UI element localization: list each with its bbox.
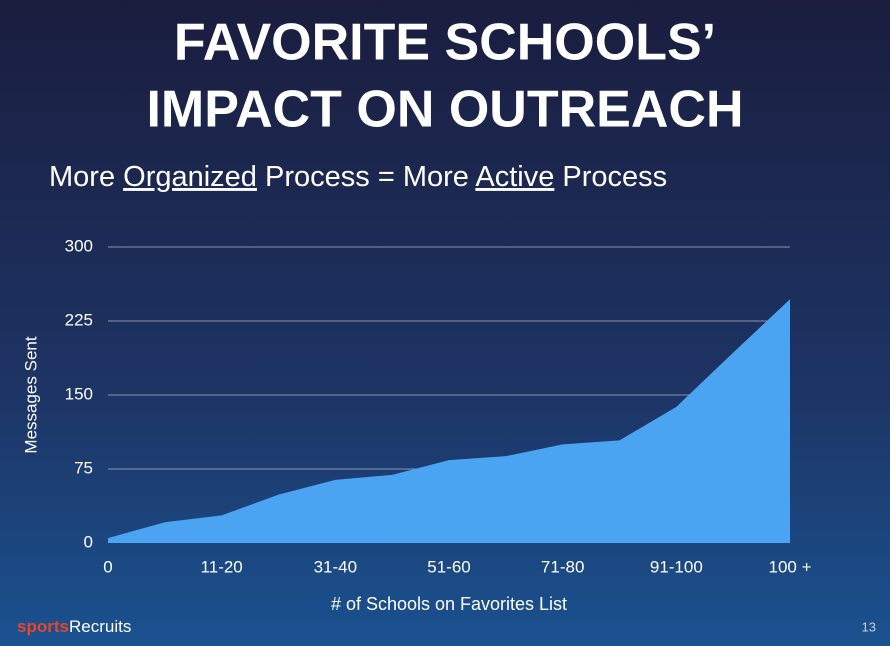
x-tick-label: 71-80 [541,557,584,576]
subtitle-part: Organized [123,161,257,193]
x-tick-label: 51-60 [427,557,470,576]
y-tick-label: 0 [84,532,93,551]
subtitle-part: Process [554,161,667,193]
subtitle-part: Active [475,161,554,193]
y-axis-label: Messages Sent [21,336,40,453]
x-tick-label: 31-40 [314,557,357,576]
x-axis-label: # of Schools on Favorites List [331,594,567,614]
y-tick-label: 300 [65,236,93,255]
page-number: 13 [862,619,876,634]
subtitle-part: Process = More [257,161,475,193]
subtitle-part: More [49,161,123,193]
y-tick-label: 150 [65,384,93,403]
x-tick-label: 0 [103,557,112,576]
logo: sportsRecruits [17,617,131,636]
title-line: FAVORITE SCHOOLS’ [174,14,716,72]
y-tick-label: 75 [74,458,93,477]
title-line: IMPACT ON OUTREACH [146,81,743,139]
logo-part: sports [17,617,69,636]
area [108,299,790,543]
y-tick-label: 225 [65,310,93,329]
x-tick-label: 100 + [768,557,811,576]
subtitle: More Organized Process = More Active Pro… [49,161,667,193]
x-tick-label: 91-100 [650,557,703,576]
x-tick-label: 11-20 [201,557,243,576]
logo-part: Recruits [69,617,131,636]
